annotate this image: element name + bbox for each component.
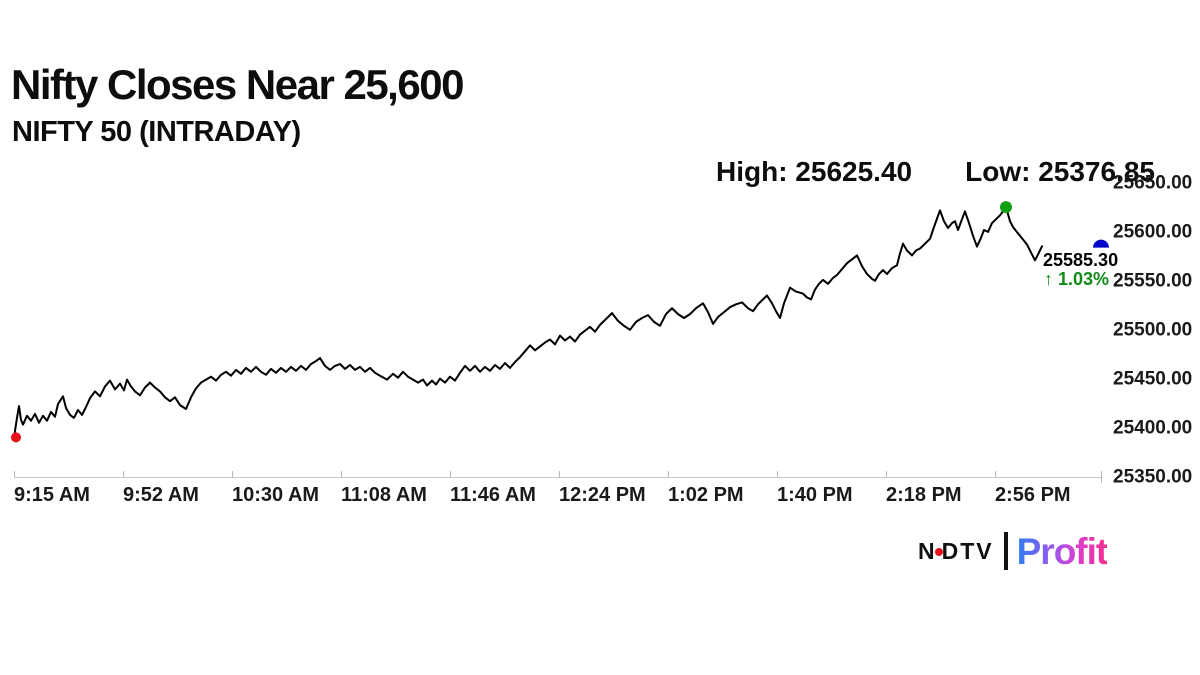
- open-dot-marker: [11, 432, 21, 443]
- change-percent-value: 1.03%: [1058, 269, 1110, 289]
- page-subtitle: NIFTY 50 (INTRADAY): [12, 116, 301, 148]
- logo-separator-bar: [1003, 532, 1008, 570]
- high-low-row: High: 25625.40 Low: 25376.85: [716, 158, 1155, 186]
- page-title: Nifty Closes Near 25,600: [11, 61, 464, 108]
- x-axis-label: 11:08 AM: [341, 484, 427, 506]
- y-axis-label: 25400.00: [1113, 417, 1193, 439]
- x-axis-label: 1:40 PM: [777, 484, 853, 506]
- ndtv-red-dot-icon: [934, 548, 943, 556]
- y-axis-label: 25500.00: [1113, 319, 1193, 341]
- last-price-label: 25585.30: [1043, 250, 1119, 270]
- x-axis-label: 9:15 AM: [14, 484, 90, 506]
- y-axis-label: 25600.00: [1113, 221, 1193, 243]
- x-axis-label: 12:24 PM: [559, 484, 646, 506]
- y-axis-label: 25550.00: [1113, 270, 1193, 292]
- ndtv-wordmark: N DTV: [918, 537, 994, 564]
- y-axis-label: 25350.00: [1113, 466, 1193, 487]
- x-axis-end-tick: [1101, 471, 1102, 483]
- x-axis-label: 2:56 PM: [995, 484, 1071, 506]
- x-axis-label: 11:46 AM: [450, 484, 536, 506]
- x-axis-tick: [995, 471, 996, 478]
- y-axis-label: 25450.00: [1113, 368, 1193, 390]
- ndtv-letter-n: N: [918, 537, 937, 564]
- price-line: [13, 206, 1043, 439]
- x-axis-tick: [341, 471, 342, 478]
- y-axis-label: 25650.00: [1113, 172, 1193, 194]
- x-axis-label: 2:18 PM: [886, 484, 962, 506]
- x-axis-label: 1:02 PM: [668, 484, 744, 506]
- x-axis-tick: [668, 471, 669, 478]
- last-price-axis-marker: [1093, 239, 1109, 248]
- change-percent-label: ↑ 1.03%: [1044, 270, 1109, 288]
- x-axis-tick: [123, 471, 124, 478]
- profit-wordmark: Profit: [1016, 530, 1109, 572]
- ndtv-letters-dtv: DTV: [941, 537, 994, 564]
- x-axis-tick: [886, 471, 887, 478]
- x-axis-tick: [232, 471, 233, 478]
- x-axis-tick: [450, 471, 451, 478]
- ndtv-profit-logo: N DTV Profit: [918, 528, 1109, 574]
- high-dot-marker: [1000, 201, 1012, 214]
- x-axis-line: [14, 477, 1101, 478]
- up-arrow-icon: ↑: [1044, 269, 1053, 289]
- x-axis-label: 9:52 AM: [123, 484, 199, 506]
- high-annotation: High: 25625.40: [716, 156, 913, 187]
- x-axis-tick: [777, 471, 778, 478]
- low-annotation: Low: 25376.85: [965, 156, 1155, 187]
- x-axis-label: 10:30 AM: [232, 484, 320, 506]
- x-axis-tick: [14, 471, 15, 478]
- x-axis-tick: [559, 471, 560, 478]
